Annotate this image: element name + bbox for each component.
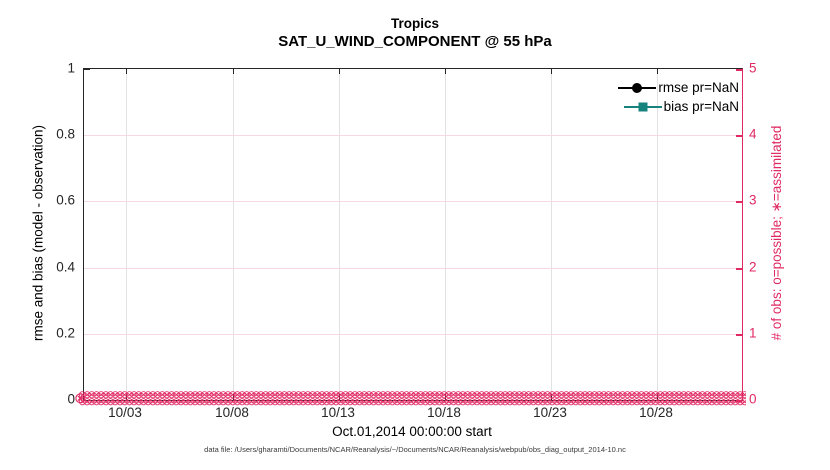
left-y-tick-label: 0.4	[56, 259, 75, 275]
left-y-tick-label: 1	[67, 60, 75, 76]
right-y-tick	[736, 334, 742, 336]
x-tick-label: 10/08	[215, 405, 249, 420]
x-tick-top	[445, 69, 446, 74]
x-tick-label: 10/23	[533, 405, 567, 420]
x-gridline	[233, 69, 234, 400]
x-tick-bottom	[126, 394, 127, 400]
right-y-tick-label: 0	[749, 391, 757, 407]
bias-square-marker-icon	[638, 102, 648, 111]
right-y-tick	[736, 69, 742, 71]
left-y-tick-label: 0.2	[56, 325, 75, 341]
right-y-tick	[736, 201, 742, 203]
rmse-line-sample	[618, 81, 657, 95]
x-gridline	[657, 69, 658, 400]
x-tick-bottom	[551, 394, 552, 400]
x-tick-top	[233, 69, 234, 74]
right-y-tick	[736, 400, 742, 402]
x-tick-top	[126, 69, 127, 74]
x-tick-label: 10/03	[108, 405, 142, 420]
right-y-tick-label: 1	[749, 325, 757, 341]
x-tick-label: 10/13	[321, 405, 355, 420]
x-gridline	[339, 69, 340, 400]
data-file-footer: data file: /Users/gharamti/Documents/NCA…	[204, 445, 626, 454]
x-gridline	[126, 69, 127, 400]
x-tick-top	[657, 69, 658, 74]
left-y-tick	[84, 69, 90, 70]
obs-band-row: ⊗⊗⊗⊗⊗⊗⊗⊗⊗⊗⊗⊗⊗⊗⊗⊗⊗⊗⊗⊗⊗⊗⊗⊗⊗⊗⊗⊗⊗⊗⊗⊗⊗⊗⊗⊗⊗⊗⊗⊗…	[78, 396, 746, 407]
x-tick-label: 10/18	[427, 405, 461, 420]
legend-label-bias: bias pr=NaN	[663, 99, 739, 114]
legend-entry-bias: bias pr=NaN	[618, 98, 739, 115]
y-gridline	[84, 268, 742, 269]
x-tick-bottom	[233, 394, 234, 400]
x-gridline	[445, 69, 446, 400]
legend: rmse pr=NaN bias pr=NaN	[618, 79, 739, 115]
obs-band-row: ⊗⊗⊗⊗⊗⊗⊗⊗⊗⊗⊗⊗⊗⊗⊗⊗⊗⊗⊗⊗⊗⊗⊗⊗⊗⊗⊗⊗⊗⊗⊗⊗⊗⊗⊗⊗⊗⊗⊗⊗…	[78, 390, 746, 401]
right-y-tick	[736, 135, 742, 137]
right-y-tick-label: 3	[749, 192, 757, 208]
first-obs-marker-icon: ⊗	[74, 390, 87, 407]
x-gridline	[551, 69, 552, 400]
plot-title: Tropics	[390, 16, 439, 31]
rmse-circle-marker-icon	[632, 82, 643, 93]
x-tick-top	[339, 69, 340, 74]
legend-entry-rmse: rmse pr=NaN	[618, 79, 739, 96]
plot-area: rmse pr=NaN bias pr=NaN	[83, 68, 743, 402]
x-tick-bottom	[445, 394, 446, 400]
left-y-tick-label: 0.8	[56, 126, 75, 142]
plot-subtitle: SAT_U_WIND_COMPONENT @ 55 hPa	[278, 33, 552, 50]
obs-count-marker-band: ⊗ ⊗⊗⊗⊗⊗⊗⊗⊗⊗⊗⊗⊗⊗⊗⊗⊗⊗⊗⊗⊗⊗⊗⊗⊗⊗⊗⊗⊗⊗⊗⊗⊗⊗⊗⊗⊗⊗⊗…	[74, 390, 746, 407]
right-y-tick-label: 5	[749, 60, 757, 76]
x-axis-label: Oct.01,2014 00:00:00 start	[332, 424, 492, 439]
left-y-tick-label: 0	[67, 391, 75, 407]
x-tick-bottom	[657, 394, 658, 400]
x-tick-bottom	[339, 394, 340, 400]
left-y-tick	[84, 400, 90, 401]
y-gridline	[84, 334, 742, 335]
y-gridline	[84, 135, 742, 136]
left-y-tick-label: 0.6	[56, 192, 75, 208]
left-y-axis-label: rmse and bias (model - observation)	[30, 124, 46, 342]
bias-line-sample	[623, 100, 662, 114]
y-gridline	[84, 201, 742, 202]
x-tick-top	[551, 69, 552, 74]
x-tick-label: 10/28	[639, 405, 673, 420]
right-y-tick-label: 2	[749, 259, 757, 275]
right-y-tick-label: 4	[749, 126, 757, 142]
legend-label-rmse: rmse pr=NaN	[658, 80, 739, 95]
right-y-tick	[736, 268, 742, 270]
right-y-axis-label: # of obs: o=possible; ∗=assimilated	[769, 125, 784, 341]
